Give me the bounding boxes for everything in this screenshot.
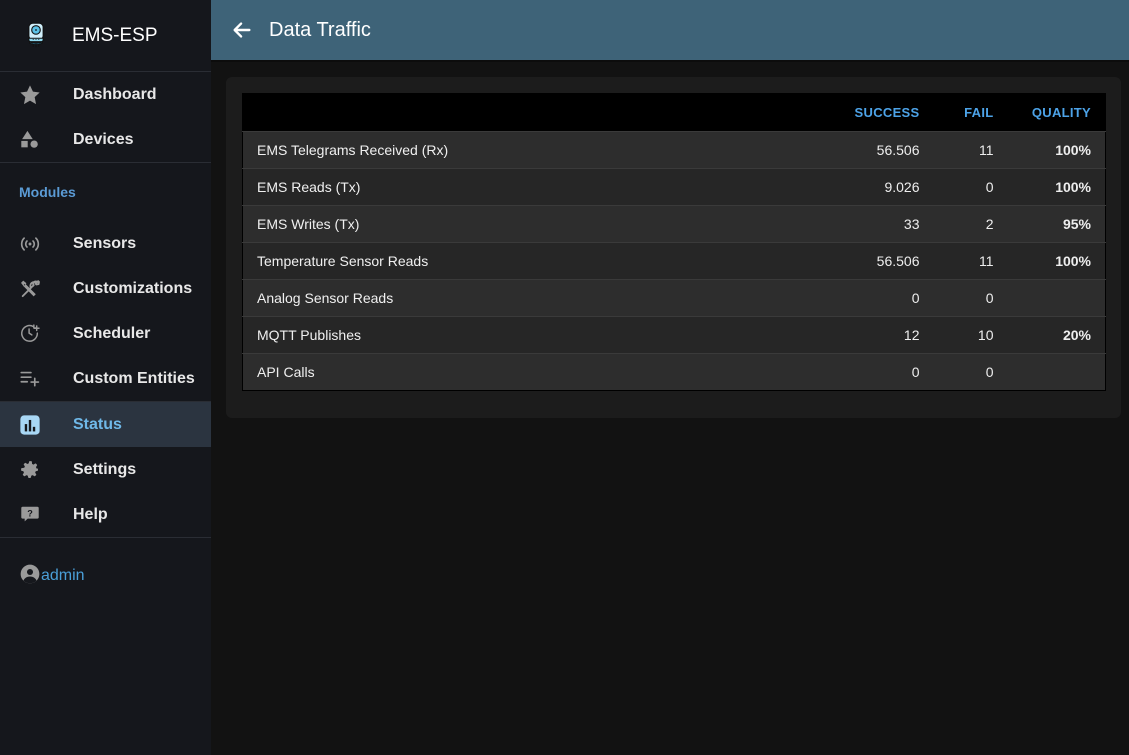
svg-text:?: ? [27, 508, 33, 518]
